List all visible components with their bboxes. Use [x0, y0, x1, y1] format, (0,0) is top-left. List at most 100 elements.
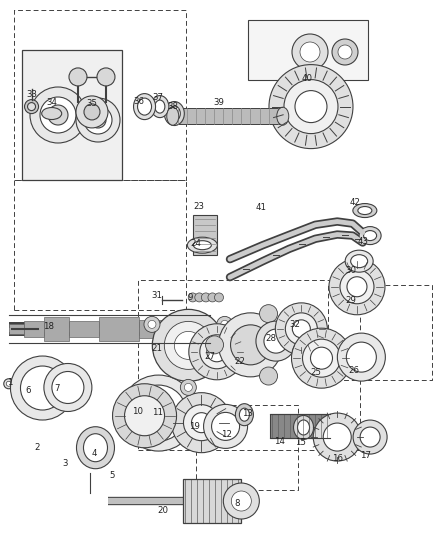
Circle shape	[184, 405, 219, 441]
Circle shape	[295, 91, 327, 123]
Circle shape	[144, 317, 160, 333]
Circle shape	[48, 105, 68, 125]
Circle shape	[84, 104, 100, 120]
Ellipse shape	[345, 250, 373, 272]
Text: 7: 7	[54, 384, 60, 392]
Circle shape	[76, 96, 108, 128]
Circle shape	[221, 320, 229, 328]
Circle shape	[217, 317, 233, 333]
Text: 31: 31	[151, 292, 162, 300]
Circle shape	[292, 320, 311, 338]
Circle shape	[6, 381, 11, 386]
Circle shape	[332, 39, 358, 65]
Bar	[139, 320, 190, 338]
Circle shape	[303, 339, 340, 377]
Text: 42: 42	[349, 198, 360, 207]
Text: 35: 35	[86, 100, 98, 108]
Text: 1: 1	[7, 378, 12, 387]
Circle shape	[172, 393, 231, 453]
Circle shape	[347, 277, 367, 297]
Circle shape	[212, 413, 240, 440]
Circle shape	[300, 42, 320, 62]
Circle shape	[25, 100, 39, 114]
Text: 21: 21	[151, 344, 162, 352]
Circle shape	[338, 45, 352, 59]
Ellipse shape	[138, 98, 152, 115]
Ellipse shape	[235, 403, 254, 426]
Text: 13: 13	[242, 409, 253, 417]
Text: 24: 24	[191, 239, 202, 248]
Bar	[9, 325, 24, 334]
Circle shape	[188, 293, 197, 302]
Circle shape	[311, 347, 332, 369]
Circle shape	[164, 321, 212, 369]
Text: 30: 30	[345, 266, 356, 275]
Circle shape	[340, 270, 374, 304]
Circle shape	[84, 106, 112, 134]
Text: 43: 43	[357, 237, 368, 246]
Bar	[184, 479, 241, 523]
Circle shape	[292, 34, 328, 70]
Text: 29: 29	[345, 296, 356, 304]
Circle shape	[152, 309, 224, 382]
Text: 2: 2	[35, 443, 40, 452]
Text: 32: 32	[289, 320, 300, 328]
Ellipse shape	[193, 241, 212, 249]
Text: 36: 36	[134, 97, 145, 106]
Ellipse shape	[77, 427, 114, 469]
Circle shape	[97, 68, 115, 86]
Text: 8: 8	[235, 499, 240, 508]
Circle shape	[230, 325, 271, 365]
Text: 39: 39	[214, 99, 224, 107]
Ellipse shape	[364, 231, 377, 240]
Bar	[24, 321, 44, 337]
Ellipse shape	[187, 237, 217, 253]
Circle shape	[40, 97, 76, 133]
Circle shape	[11, 356, 74, 420]
Circle shape	[353, 420, 387, 454]
Circle shape	[215, 293, 223, 302]
Text: 33: 33	[26, 91, 37, 99]
Text: 4: 4	[92, 449, 97, 457]
Bar	[22, 50, 122, 180]
Bar	[248, 20, 368, 80]
Bar	[173, 108, 283, 124]
Text: 17: 17	[360, 451, 371, 460]
Circle shape	[120, 375, 197, 451]
Circle shape	[30, 87, 86, 143]
Circle shape	[208, 293, 217, 302]
Circle shape	[189, 324, 245, 380]
Ellipse shape	[293, 415, 314, 440]
Circle shape	[4, 379, 14, 389]
Text: 3: 3	[62, 459, 67, 468]
Text: 41: 41	[255, 204, 266, 212]
Circle shape	[219, 313, 283, 377]
Text: 15: 15	[294, 438, 306, 447]
Ellipse shape	[155, 100, 165, 113]
Circle shape	[124, 395, 165, 436]
Ellipse shape	[134, 94, 155, 119]
Circle shape	[195, 293, 204, 302]
Text: 10: 10	[131, 407, 143, 416]
Ellipse shape	[164, 101, 184, 126]
Ellipse shape	[167, 107, 179, 125]
Circle shape	[205, 336, 223, 354]
Circle shape	[329, 259, 385, 315]
Circle shape	[200, 335, 234, 369]
Bar	[69, 321, 99, 337]
Circle shape	[131, 385, 187, 441]
Circle shape	[76, 98, 120, 142]
Ellipse shape	[358, 206, 372, 215]
Circle shape	[323, 423, 351, 451]
Circle shape	[148, 320, 156, 328]
Ellipse shape	[351, 255, 367, 268]
Bar	[193, 214, 217, 255]
Text: 26: 26	[348, 366, 360, 375]
Ellipse shape	[84, 434, 107, 462]
Circle shape	[337, 333, 385, 381]
Text: 14: 14	[274, 437, 285, 446]
Text: 25: 25	[310, 368, 321, 376]
Circle shape	[223, 483, 259, 519]
Circle shape	[313, 413, 361, 461]
Circle shape	[260, 367, 278, 385]
